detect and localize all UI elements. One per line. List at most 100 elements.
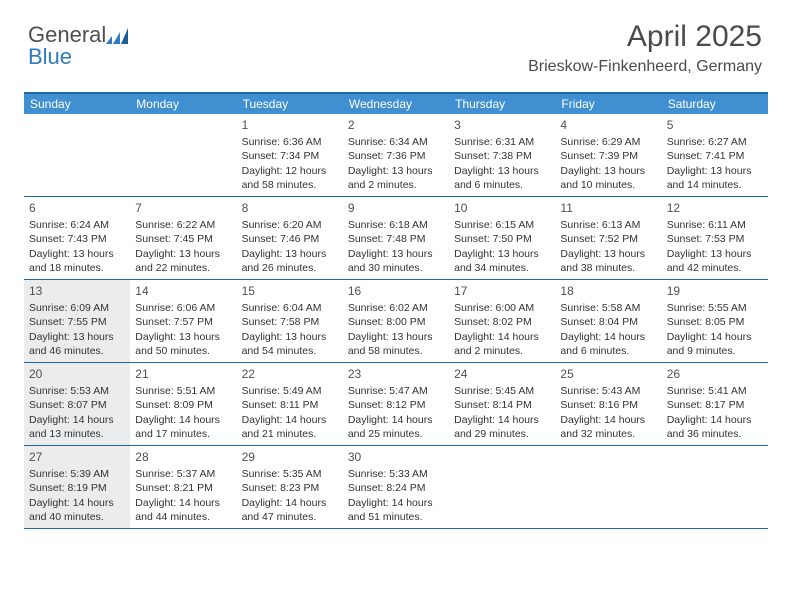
sunset-text: Sunset: 7:34 PM bbox=[242, 149, 338, 163]
sunrise-text: Sunrise: 6:36 AM bbox=[242, 135, 338, 149]
calendar-week: 13 Sunrise: 6:09 AMSunset: 7:55 PM Dayligh… bbox=[24, 280, 768, 363]
calendar-cell bbox=[24, 114, 130, 196]
calendar-cell: 22Sunrise: 5:49 AMSunset: 8:11 PMDayligh… bbox=[237, 363, 343, 445]
sunset-text: Sunset: 7:38 PM bbox=[454, 149, 550, 163]
sunrise-text: Sunrise: 5:51 AM bbox=[135, 384, 231, 398]
daylight-text: Daylight: 13 hours and 22 minutes. bbox=[135, 247, 231, 275]
weekday-label: Saturday bbox=[662, 97, 768, 111]
day-number: 30 bbox=[348, 449, 444, 465]
weekday-label: Friday bbox=[555, 97, 661, 111]
month-heading: April 2025 bbox=[528, 20, 762, 54]
location-heading: Brieskow-Finkenheerd, Germany bbox=[528, 58, 762, 76]
sunrise-text: Sunrise: 5:47 AM bbox=[348, 384, 444, 398]
daylight-text: Daylight: 14 hours and 2 minutes. bbox=[454, 330, 550, 358]
day-number: 7 bbox=[135, 200, 231, 216]
sunset-text: Sunset: 7:50 PM bbox=[454, 232, 550, 246]
sunrise-text: Sunrise: 5:35 AM bbox=[242, 467, 338, 481]
calendar-cell: 15Sunrise: 6:04 AMSunset: 7:58 PMDayligh… bbox=[237, 280, 343, 362]
calendar-cell: 9Sunrise: 6:18 AMSunset: 7:48 PMDaylight… bbox=[343, 197, 449, 279]
sunset-text: Sunset: 8:16 PM bbox=[560, 398, 656, 412]
day-number: 25 bbox=[560, 366, 656, 382]
weekday-header: SundayMondayTuesdayWednesdayThursdayFrid… bbox=[24, 94, 768, 114]
calendar-cell: 18Sunrise: 5:58 AMSunset: 8:04 PMDayligh… bbox=[555, 280, 661, 362]
weekday-label: Sunday bbox=[24, 97, 130, 111]
day-number: 28 bbox=[135, 449, 231, 465]
calendar-cell: 1Sunrise: 6:36 AMSunset: 7:34 PMDaylight… bbox=[237, 114, 343, 196]
sunset-text: Sunset: 8:02 PM bbox=[454, 315, 550, 329]
sunset-text: Sunset: 8:11 PM bbox=[242, 398, 338, 412]
calendar-cell: 6Sunrise: 6:24 AMSunset: 7:43 PMDaylight… bbox=[24, 197, 130, 279]
calendar-cell: 24Sunrise: 5:45 AMSunset: 8:14 PMDayligh… bbox=[449, 363, 555, 445]
calendar-cell: 28Sunrise: 5:37 AMSunset: 8:21 PMDayligh… bbox=[130, 446, 236, 528]
day-number: 21 bbox=[135, 366, 231, 382]
calendar-cell: 10Sunrise: 6:15 AMSunset: 7:50 PMDayligh… bbox=[449, 197, 555, 279]
daylight-text: Daylight: 13 hours and 2 minutes. bbox=[348, 164, 444, 192]
daylight-text: Daylight: 13 hours and 30 minutes. bbox=[348, 247, 444, 275]
sunrise-text: Sunrise: 6:24 AM bbox=[29, 218, 125, 232]
sunset-text: Sunset: 8:09 PM bbox=[135, 398, 231, 412]
calendar-cell: 16Sunrise: 6:02 AMSunset: 8:00 PMDayligh… bbox=[343, 280, 449, 362]
daylight-text: Daylight: 13 hours and 10 minutes. bbox=[560, 164, 656, 192]
sunrise-text: Sunrise: 6:06 AM bbox=[135, 301, 231, 315]
daylight-text: Daylight: 13 hours and 54 minutes. bbox=[242, 330, 338, 358]
sunrise-text: Sunrise: 5:58 AM bbox=[560, 301, 656, 315]
daylight-text: Daylight: 14 hours and 36 minutes. bbox=[667, 413, 763, 441]
sunset-text: Sunset: 7:41 PM bbox=[667, 149, 763, 163]
day-number: 22 bbox=[242, 366, 338, 382]
sunrise-text: Sunrise: 6:00 AM bbox=[454, 301, 550, 315]
calendar-cell bbox=[130, 114, 236, 196]
day-number: 12 bbox=[667, 200, 763, 216]
sunset-text: Sunset: 7:43 PM bbox=[29, 232, 125, 246]
day-number: 4 bbox=[560, 117, 656, 133]
day-number: 5 bbox=[667, 117, 763, 133]
sunset-text: Sunset: 7:53 PM bbox=[667, 232, 763, 246]
day-number: 6 bbox=[29, 200, 125, 216]
page-title: April 2025 Brieskow-Finkenheerd, Germany bbox=[528, 20, 762, 76]
day-number: 23 bbox=[348, 366, 444, 382]
daylight-text: Daylight: 14 hours and 25 minutes. bbox=[348, 413, 444, 441]
weekday-label: Monday bbox=[130, 97, 236, 111]
sunrise-text: Sunrise: 5:41 AM bbox=[667, 384, 763, 398]
daylight-text: Daylight: 14 hours and 51 minutes. bbox=[348, 496, 444, 524]
daylight-text: Daylight: 12 hours and 58 minutes. bbox=[242, 164, 338, 192]
sunrise-text: Sunrise: 6:09 AM bbox=[29, 301, 125, 315]
calendar-cell: 26Sunrise: 5:41 AMSunset: 8:17 PMDayligh… bbox=[662, 363, 768, 445]
sunrise-text: Sunrise: 5:49 AM bbox=[242, 384, 338, 398]
sunset-text: Sunset: 8:24 PM bbox=[348, 481, 444, 495]
daylight-text: Daylight: 13 hours and 6 minutes. bbox=[454, 164, 550, 192]
sunrise-text: Sunrise: 6:11 AM bbox=[667, 218, 763, 232]
calendar-cell: 19Sunrise: 5:55 AMSunset: 8:05 PMDayligh… bbox=[662, 280, 768, 362]
calendar-cell bbox=[449, 446, 555, 528]
sunset-text: Sunset: 8:14 PM bbox=[454, 398, 550, 412]
weekday-label: Thursday bbox=[449, 97, 555, 111]
daylight-text: Daylight: 13 hours and 38 minutes. bbox=[560, 247, 656, 275]
calendar-week: 1Sunrise: 6:36 AMSunset: 7:34 PMDaylight… bbox=[24, 114, 768, 197]
day-number: 13 bbox=[29, 283, 125, 299]
sunset-text: Sunset: 8:04 PM bbox=[560, 315, 656, 329]
calendar-cell: 7Sunrise: 6:22 AMSunset: 7:45 PMDaylight… bbox=[130, 197, 236, 279]
sunset-text: Sunset: 7:55 PM bbox=[29, 315, 125, 329]
sunrise-text: Sunrise: 5:53 AM bbox=[29, 384, 125, 398]
daylight-text: Daylight: 14 hours and 29 minutes. bbox=[454, 413, 550, 441]
day-number: 24 bbox=[454, 366, 550, 382]
daylight-text: Daylight: 14 hours and 44 minutes. bbox=[135, 496, 231, 524]
calendar-cell: 13Sunrise: 6:09 AMSunset: 7:55 PMDayligh… bbox=[24, 280, 130, 362]
sunrise-text: Sunrise: 5:55 AM bbox=[667, 301, 763, 315]
calendar-cell: 4Sunrise: 6:29 AMSunset: 7:39 PMDaylight… bbox=[555, 114, 661, 196]
sunset-text: Sunset: 7:45 PM bbox=[135, 232, 231, 246]
sunrise-text: Sunrise: 5:43 AM bbox=[560, 384, 656, 398]
calendar-cell: 21Sunrise: 5:51 AMSunset: 8:09 PMDayligh… bbox=[130, 363, 236, 445]
calendar: SundayMondayTuesdayWednesdayThursdayFrid… bbox=[24, 92, 768, 529]
day-number: 11 bbox=[560, 200, 656, 216]
day-number: 2 bbox=[348, 117, 444, 133]
daylight-text: Daylight: 14 hours and 6 minutes. bbox=[560, 330, 656, 358]
day-number: 3 bbox=[454, 117, 550, 133]
day-number: 27 bbox=[29, 449, 125, 465]
sunrise-text: Sunrise: 6:31 AM bbox=[454, 135, 550, 149]
sunset-text: Sunset: 7:39 PM bbox=[560, 149, 656, 163]
day-number: 29 bbox=[242, 449, 338, 465]
calendar-cell: 2Sunrise: 6:34 AMSunset: 7:36 PMDaylight… bbox=[343, 114, 449, 196]
sunset-text: Sunset: 7:46 PM bbox=[242, 232, 338, 246]
day-number: 10 bbox=[454, 200, 550, 216]
calendar-cell: 3 Sunrise: 6:31 AMSunset: 7:38 PMDaylight… bbox=[449, 114, 555, 196]
